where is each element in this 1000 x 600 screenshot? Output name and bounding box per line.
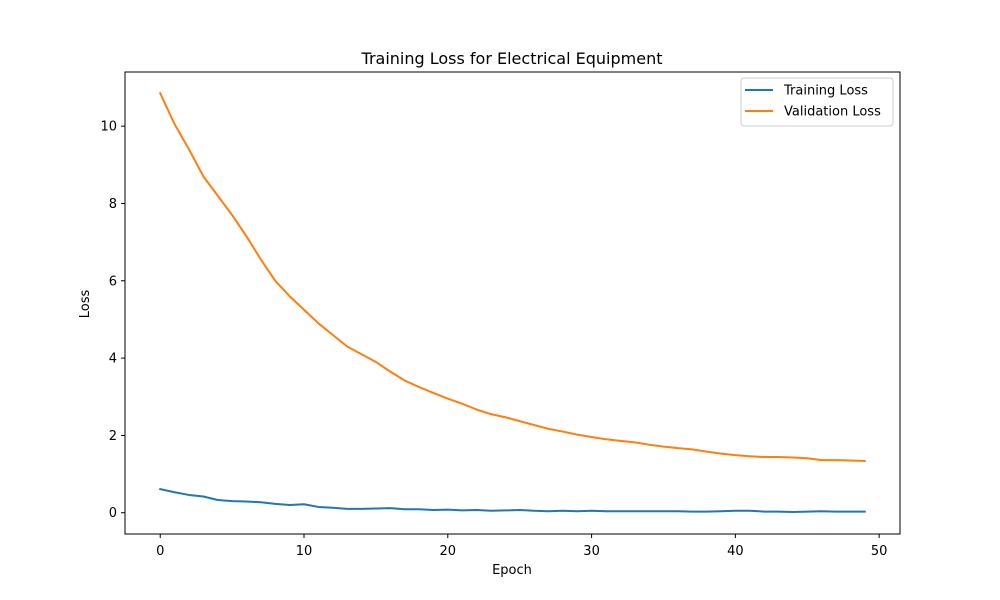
legend-label: Validation Loss bbox=[784, 105, 881, 120]
x-tick-label: 50 bbox=[871, 544, 888, 559]
x-tick-label: 20 bbox=[440, 544, 457, 559]
y-tick-label: 0 bbox=[109, 506, 117, 521]
y-tick-label: 10 bbox=[100, 120, 117, 135]
legend-box bbox=[740, 77, 894, 127]
x-axis-label: Epoch bbox=[492, 563, 532, 578]
y-tick-label: 6 bbox=[109, 274, 117, 289]
y-tick-label: 2 bbox=[109, 429, 117, 444]
series-line-2 bbox=[158, 91, 866, 462]
y-axis-label: Loss bbox=[78, 290, 93, 319]
axes-frame bbox=[124, 71, 901, 535]
y-axis-ticks: 0 2 4 6 8 10 bbox=[100, 120, 125, 521]
x-tick-label: 40 bbox=[727, 544, 744, 559]
legend-label: Training Loss bbox=[783, 84, 868, 99]
y-tick-label: 4 bbox=[109, 352, 117, 367]
y-tick-label: 8 bbox=[109, 197, 117, 212]
x-tick-label: 10 bbox=[296, 544, 313, 559]
x-axis-ticks: 0 10 20 30 40 50 bbox=[156, 534, 887, 559]
chart-title: Training Loss for Electrical Equipment bbox=[361, 49, 663, 68]
plot-area bbox=[158, 91, 866, 513]
x-tick-label: 30 bbox=[583, 544, 600, 559]
series-line-1 bbox=[159, 487, 866, 513]
legend: Training Loss Validation Loss bbox=[740, 77, 894, 127]
x-tick-label: 0 bbox=[156, 544, 164, 559]
